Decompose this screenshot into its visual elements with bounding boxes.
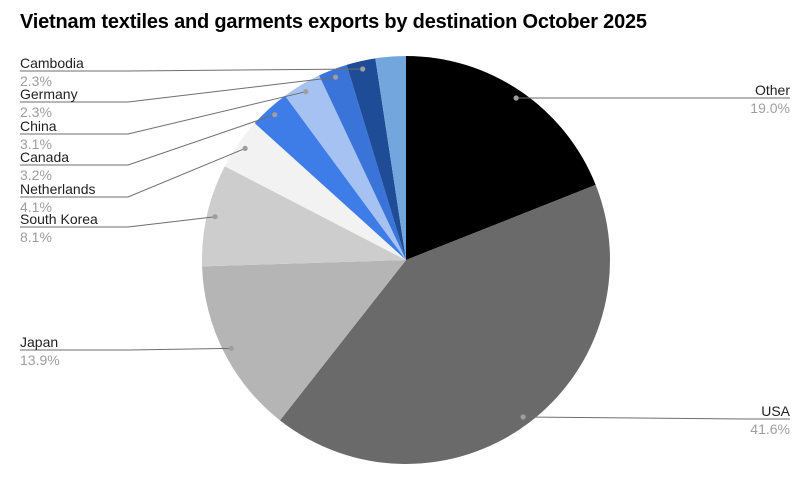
slice-label-cambodia: Cambodia <box>20 55 84 71</box>
pie-slice-japan[interactable] <box>202 260 406 421</box>
slice-label-south-korea: South Korea <box>20 211 98 227</box>
pie-slice-germany[interactable] <box>319 64 406 260</box>
slice-pct-canada: 3.2% <box>20 167 52 183</box>
slice-pct-usa: 41.6% <box>750 421 790 437</box>
slice-pct-cambodia: 2.3% <box>20 73 52 89</box>
pie-slice-south-korea[interactable] <box>201 166 406 267</box>
leader-dot-japan <box>228 345 234 351</box>
leader-line-germany <box>20 76 336 103</box>
pie-slice-usa[interactable] <box>279 184 610 464</box>
leader-line-netherlands <box>20 147 246 198</box>
slice-pct-china: 3.1% <box>20 136 52 152</box>
slice-label-usa: USA <box>761 403 790 419</box>
slice-label-germany: Germany <box>20 86 78 102</box>
leader-line-china <box>20 91 306 135</box>
slice-label-japan: Japan <box>20 334 59 350</box>
slice-pct-south-korea: 8.1% <box>20 229 52 245</box>
slice-pct-netherlands: 4.1% <box>20 199 52 215</box>
leader-dot-germany <box>333 74 339 80</box>
leader-line-canada <box>20 114 275 166</box>
pie-slice-unlabeled[interactable] <box>375 56 406 260</box>
chart-title: Vietnam textiles and garments exports by… <box>20 11 647 33</box>
leader-dot-usa <box>520 414 526 420</box>
slice-label-other: Other <box>754 82 790 98</box>
leader-line-usa <box>523 416 790 420</box>
slice-label-china: China <box>20 118 57 134</box>
pie-slice-cambodia[interactable] <box>346 58 406 260</box>
leader-dot-cambodia <box>360 66 366 72</box>
leader-line-south-korea <box>20 216 216 228</box>
slice-pct-other: 19.0% <box>750 100 790 116</box>
leader-line-cambodia <box>20 68 363 72</box>
leader-dot-south-korea <box>212 214 218 220</box>
slice-pct-germany: 2.3% <box>20 104 52 120</box>
pie-slice-china[interactable] <box>285 75 406 260</box>
slice-label-netherlands: Netherlands <box>20 181 96 197</box>
leader-dot-canada <box>272 112 278 118</box>
slice-pct-japan: 13.9% <box>20 352 60 368</box>
pie-slice-canada[interactable] <box>254 95 406 260</box>
pie-slice-other[interactable] <box>406 56 596 260</box>
pie-slice-netherlands[interactable] <box>224 123 406 261</box>
leader-dot-netherlands <box>242 145 248 151</box>
leader-dot-other <box>513 95 519 101</box>
leader-dot-china <box>303 89 309 95</box>
leader-line-japan <box>20 347 232 351</box>
slice-label-canada: Canada <box>20 149 70 165</box>
